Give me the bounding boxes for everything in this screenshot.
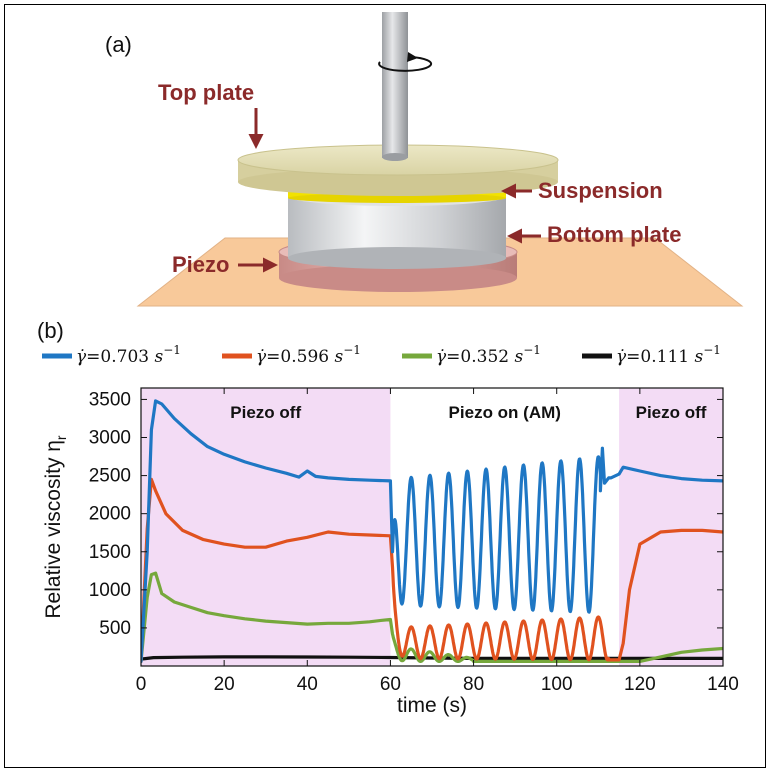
region-label-2: Piezo off [636, 403, 707, 422]
x-tick-label-5: 100 [541, 674, 573, 695]
chart-series [141, 399, 723, 663]
x-tick-label-3: 60 [380, 674, 401, 695]
chart-legend: γ̇=0.703 s−1 γ̇=0.596 s−1 γ̇=0.352 s−1 γ̇=0… [42, 343, 721, 367]
x-tick-label-0: 0 [136, 674, 147, 695]
panel-b-label: (b) [37, 318, 64, 343]
series-line-2 [141, 571, 723, 663]
region-shade-2 [619, 388, 723, 666]
chart-axes: 0 20 40 60 80 100 120 140 500 1000 1500 2000 2500 300… [42, 388, 739, 717]
rotation-arrow-icon [378, 52, 433, 72]
series-line-1 [141, 477, 723, 663]
callout-top-plate: Top plate [158, 80, 254, 105]
panel-a-label: (a) [105, 32, 132, 57]
y-tick-label-6: 3500 [89, 389, 131, 410]
y-tick-label-3: 2000 [89, 504, 131, 525]
callout-piezo: Piezo [172, 252, 229, 277]
legend-label-0: γ̇=0.703 s−1 [76, 343, 181, 367]
y-tick-label-1: 1000 [89, 580, 131, 601]
viscosity-chart: (b) γ̇=0.703 s−1 γ̇=0.596 s−1 γ̇=0.352 s−1… [37, 318, 739, 717]
rotating-shaft [382, 12, 408, 161]
x-tick-label-7: 140 [707, 674, 739, 695]
region-label-1: Piezo on (AM) [449, 403, 561, 422]
y-axis-title-subscript: r [53, 435, 69, 440]
y-tick-label-0: 500 [99, 618, 131, 639]
series-line-0 [141, 399, 723, 663]
x-axis-title: time (s) [397, 694, 467, 717]
legend-label-1: γ̇=0.596 s−1 [256, 343, 361, 367]
legend-label-2: γ̇=0.352 s−1 [436, 343, 541, 367]
region-label-0: Piezo off [230, 403, 301, 422]
y-tick-label-2: 1500 [89, 542, 131, 563]
x-tick-label-4: 80 [463, 674, 484, 695]
plot-area-border [140, 387, 724, 667]
y-tick-label-5: 3000 [89, 428, 131, 449]
legend-label-3: γ̇=0.111 s−1 [616, 343, 721, 367]
x-tick-label-6: 120 [624, 674, 656, 695]
chart-regions: Piezo off Piezo on (AM) Piezo off [141, 388, 723, 666]
y-tick-label-4: 2500 [89, 466, 131, 487]
callout-bottom-plate: Bottom plate [547, 222, 681, 247]
rheometer-schematic: (a) [105, 12, 744, 307]
callout-suspension: Suspension [538, 178, 663, 203]
y-axis-title: Relative viscosity ηr [42, 435, 69, 619]
x-tick-label-1: 20 [214, 674, 235, 695]
x-tick-label-2: 40 [297, 674, 318, 695]
